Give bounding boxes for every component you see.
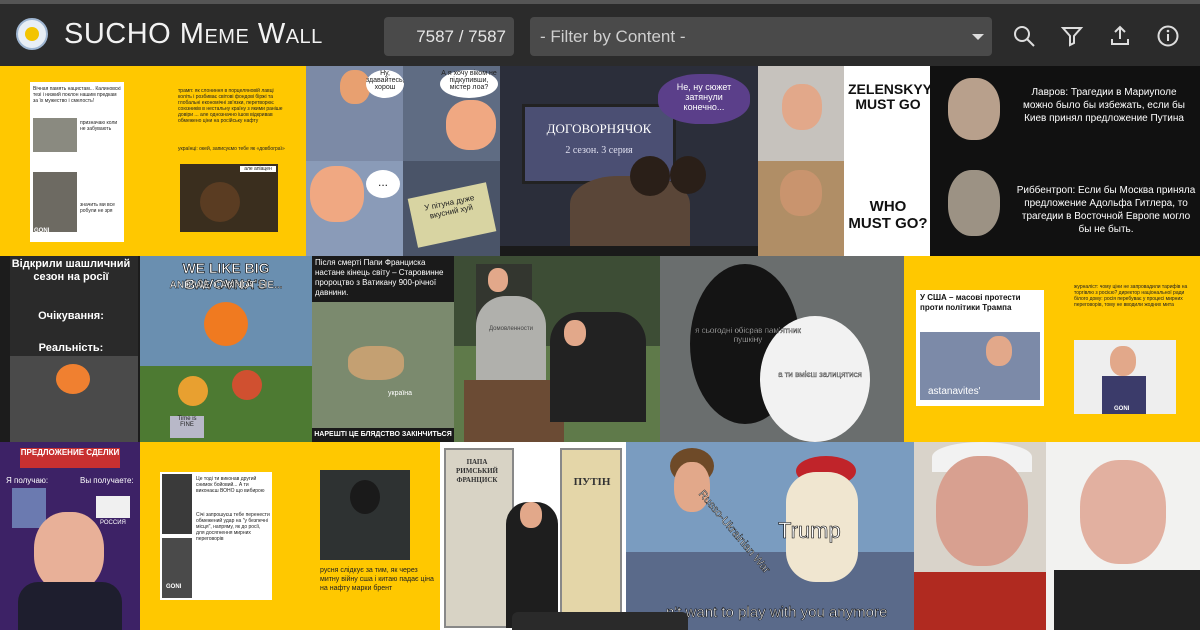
meme-tile-15[interactable]: Russo-Ukrainian War Trump n't want to pl… <box>626 442 914 630</box>
meme-tile-4[interactable]: ZELENSKYY MUST GO WHO MUST GO? <box>758 66 930 256</box>
caption: ПРЕДЛОЖЕНИЕ СДЕЛКИ <box>20 448 120 468</box>
news-card: У США – масові протести проти політики Т… <box>916 290 1044 406</box>
caption: Відкрили шашличний сезон на росії <box>11 258 131 283</box>
search-icon[interactable] <box>1012 24 1036 48</box>
meme-tile-14[interactable]: ПАПА РИМСЬКИЙ ФРАНЦИСК ПУТІН <box>440 442 626 630</box>
tv-subtitle: 2 сезон. 3 серия <box>565 145 633 156</box>
caption: значить ми все робули не зря <box>80 202 115 214</box>
meme-tile-7[interactable]: WE LIKE BIG BAVOVNA'S AND WE CANNOT LIE.… <box>140 256 312 442</box>
caption: Очікування: <box>38 310 104 322</box>
caption: НАРЕШТІ ЦЕ БЛЯДСТВО ЗАКІНЧИТЬСЯ <box>312 428 454 442</box>
meme-panel-left: Вічная память нацистам... Калиновскі тез… <box>30 82 124 242</box>
speech-bubble: ... <box>366 170 400 198</box>
info-icon[interactable] <box>1156 24 1180 48</box>
caption: ПУТІН <box>573 476 611 488</box>
caption: AND WE CANNOT LIE... <box>169 280 283 291</box>
caption: Риббентроп: Если бы Москва приняла предл… <box>1016 185 1196 235</box>
caption: n't want to play with you anymore <box>666 604 888 622</box>
meme-tile-5[interactable]: Лавров: Трагедии в Мариуполе можно было … <box>930 66 1200 256</box>
filter-placeholder: - Filter by Content - <box>540 27 686 46</box>
meme-tile-9[interactable]: Домовленности <box>454 256 660 442</box>
caption: але апіацен <box>240 166 276 172</box>
meme-tile-11[interactable]: У США – масові протести проти політики Т… <box>904 256 1200 442</box>
filter-icon[interactable] <box>1060 24 1084 48</box>
top-bar: SUCHO Meme Wall 7587 / 7587 - Filter by … <box>0 0 1200 66</box>
speech-bubble: Ну, здавайтесь, хорош <box>366 70 405 98</box>
brand-logo: GONI <box>166 584 182 590</box>
caption: Вы получаете: <box>80 476 134 485</box>
app-title: SUCHO Meme Wall <box>64 18 323 50</box>
meme-tile-1[interactable]: Вічная память нацистам... Калиновскі тез… <box>0 66 306 256</box>
speech-bubble: А я хочу віком не підкупивши, містер лоа… <box>440 70 498 98</box>
caption: русня слідкує за тим, як через митну вій… <box>320 567 434 592</box>
caption: я сьогодні обісрав пам'ятник пушкіну <box>695 326 801 344</box>
meme-tile-8[interactable]: Після смерті Папи Франциска настане кіне… <box>312 256 454 442</box>
photo <box>33 118 77 152</box>
chevron-down-icon <box>972 34 984 40</box>
meme-tile-12[interactable]: ПРЕДЛОЖЕНИЕ СДЕЛКИ Я получаю: Вы получае… <box>0 442 140 630</box>
caption: Це тоді ти виконав другий снимок бойовий… <box>196 476 265 494</box>
caption: Вічная память нацистам... Калиновскі тез… <box>33 86 121 104</box>
caption: Після смерті Папи Франциска настане кіне… <box>315 258 444 297</box>
meme-tile-2[interactable]: Ну, здавайтесь, хорош А я хочу віком не … <box>306 66 500 256</box>
bottom-toolbar[interactable] <box>512 612 688 630</box>
caption: ZELENSKYY MUST GO <box>848 81 930 112</box>
meme-tile-16[interactable] <box>914 442 1200 630</box>
caption: трамп: як слониння в порцеляновій лавці … <box>178 88 283 124</box>
gravestone: Домовленности <box>476 296 546 380</box>
speech-bubble: Не, ну сюжет затянули конечно... <box>658 74 750 124</box>
brand-logo: GONI <box>34 228 50 234</box>
caption: а ти вмієш залицятися <box>778 370 862 379</box>
caption: Trump <box>778 518 841 544</box>
caption: українці: окей, записуємо тебе як «довбо… <box>178 146 285 152</box>
caption: WHO MUST GO? <box>848 198 928 232</box>
meme-tile-10[interactable]: я сьогодні обісрав пам'ятник пушкіну а т… <box>660 256 904 442</box>
meme-tile-6[interactable]: Відкрили шашличний сезон на росії Очікув… <box>0 256 140 442</box>
caption: РОССИЯ <box>100 520 126 526</box>
caption: україна <box>388 390 413 397</box>
sucho-logo[interactable] <box>16 18 48 50</box>
caption: журналіст: чому ціни не запровадили тари… <box>1074 284 1188 308</box>
caption: Лавров: Трагедии в Мариуполе можно было … <box>1023 87 1185 124</box>
meme-tile-13[interactable]: Це тоді ти виконав другий снимок бойовий… <box>140 442 440 630</box>
caption: ПАПА РИМСЬКИЙ ФРАНЦИСК <box>456 458 498 484</box>
caption: Реальність: <box>38 342 104 354</box>
caption: Січі запрошуєш тебе перенести обмежений … <box>196 512 270 542</box>
caption: Домовленности <box>489 326 533 332</box>
upload-icon[interactable] <box>1108 24 1132 48</box>
brand-logo: GONI <box>1114 406 1130 412</box>
content-filter-select[interactable]: - Filter by Content - <box>530 17 992 56</box>
caption: Time is FINE <box>170 416 204 438</box>
tv-title: ДОГОВОРНЯЧОК <box>546 121 652 136</box>
caption: У США – масові протести проти політики Т… <box>920 293 1021 312</box>
caption: WE LIKE BIG BAVOVNA'S <box>182 260 270 293</box>
caption: призначаю коли не забувають <box>80 120 118 132</box>
meme-tile-3[interactable]: ДОГОВОРНЯЧОК 2 сезон. 3 серия Не, ну сюж… <box>500 66 758 246</box>
caption: astanavites' <box>928 386 981 397</box>
caption: Я получаю: <box>6 476 49 485</box>
meme-counter: 7587 / 7587 <box>384 17 514 56</box>
photo <box>33 172 77 232</box>
photo: але апіацен <box>180 164 278 232</box>
